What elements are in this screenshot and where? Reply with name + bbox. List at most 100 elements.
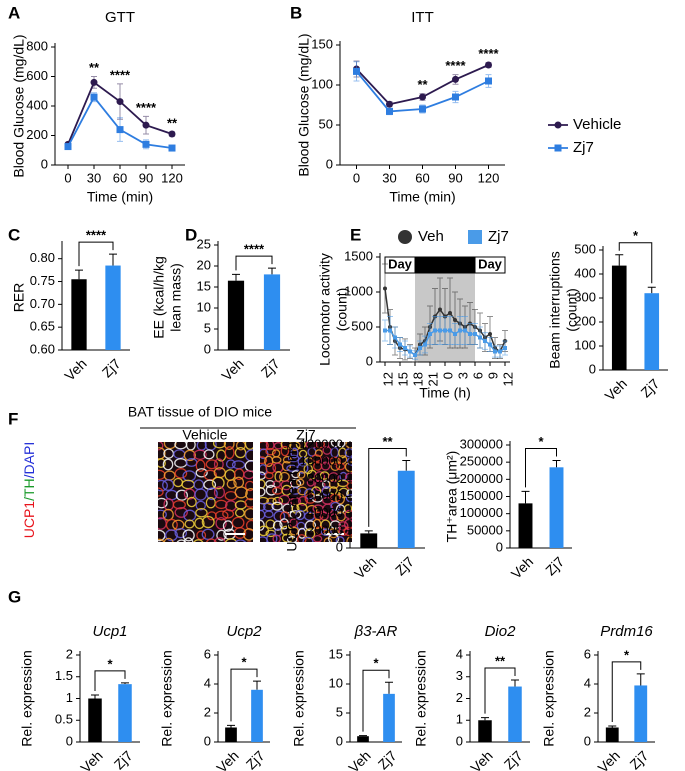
marker	[90, 93, 98, 101]
chart-title: Ucp1	[92, 623, 127, 640]
marker	[483, 339, 487, 343]
panel-letter: B	[290, 3, 302, 22]
y-tick-label: 200000	[460, 471, 503, 486]
cell	[282, 455, 292, 464]
y-tick-label: 100	[574, 337, 596, 352]
cell	[158, 479, 168, 492]
y-axis-label: Rel. expression	[291, 650, 307, 747]
cell	[297, 486, 308, 496]
x-tick-label: 30	[382, 170, 396, 185]
cell	[295, 478, 305, 487]
y-tick-label: 200	[26, 127, 48, 142]
stain-part: UCP1	[21, 501, 37, 539]
y-tick-label: 300000	[460, 436, 503, 451]
significance: ****	[86, 228, 107, 243]
error-bar	[647, 286, 656, 294]
significance: ****	[110, 67, 131, 82]
marker	[438, 328, 442, 333]
y-tick-label: 0	[589, 361, 596, 376]
y-axis-label: (count)	[564, 288, 580, 332]
x-tick-label: 120	[478, 170, 500, 185]
cell	[158, 529, 166, 542]
bar	[518, 503, 533, 548]
significance: *	[633, 228, 639, 243]
y-tick-label: 40000	[307, 505, 343, 520]
y-tick-label: 100000	[300, 454, 343, 469]
y-tick-label: 25	[197, 236, 211, 251]
marker	[142, 121, 150, 129]
bracket	[230, 668, 258, 722]
error-bar	[75, 269, 83, 280]
panel-letter: F	[8, 409, 18, 428]
x-tick-label: 60	[113, 170, 127, 185]
error-bar	[268, 267, 276, 275]
y-tick-label: 80000	[307, 471, 343, 486]
x-tick-label: Veh	[345, 747, 373, 771]
cell	[344, 509, 352, 520]
cell	[183, 449, 196, 462]
cell	[205, 459, 219, 470]
cell	[195, 508, 208, 518]
marker	[383, 286, 387, 291]
x-axis-label: Time (h)	[419, 385, 471, 401]
x-tick-label: Zj7	[626, 747, 651, 771]
cell	[195, 468, 208, 478]
significance: **	[382, 434, 393, 449]
cell	[343, 526, 352, 537]
x-tick-label: Zj7	[258, 355, 283, 380]
x-tick-label: Zj7	[501, 747, 526, 771]
significance: *	[624, 647, 630, 662]
cell	[321, 486, 332, 496]
cell	[312, 535, 323, 542]
cell	[246, 541, 252, 542]
y-tick-label: 500	[351, 318, 373, 333]
x-tick-label: 18	[410, 372, 425, 386]
cell	[266, 533, 278, 542]
marker	[463, 328, 467, 333]
y-tick-label: 0	[204, 341, 211, 356]
x-tick-label: Zj7	[243, 747, 268, 771]
cell	[158, 487, 164, 497]
cell	[264, 510, 274, 519]
cell	[222, 509, 235, 519]
y-tick-label: 5	[336, 704, 343, 719]
y-tick-label: 1	[456, 712, 463, 727]
marker	[478, 335, 482, 340]
cell	[330, 442, 340, 448]
x-tick-label: 12	[380, 372, 395, 386]
chart-title: Prdm16	[600, 623, 653, 640]
cell	[213, 537, 226, 542]
cell	[158, 497, 168, 509]
error-bar	[227, 724, 235, 728]
cell	[163, 537, 174, 542]
cell	[182, 470, 197, 482]
cell	[346, 457, 352, 466]
y-tick-label: 100	[311, 76, 333, 91]
cell	[335, 536, 345, 542]
cell	[176, 539, 187, 542]
legend-label: Zj7	[488, 228, 509, 245]
cell	[281, 533, 294, 542]
cell	[296, 502, 308, 513]
cell	[306, 504, 318, 515]
y-tick-label: 150	[311, 36, 333, 51]
cell	[335, 493, 346, 505]
legend-label: Vehicle	[573, 116, 621, 133]
cell	[175, 489, 189, 501]
marker	[468, 332, 472, 336]
significance: ****	[136, 100, 157, 115]
cell	[344, 472, 352, 482]
marker	[403, 346, 407, 350]
cell	[224, 446, 235, 460]
cell	[337, 442, 346, 448]
y-tick-label: 1.5	[55, 668, 73, 683]
image-label: Zj7	[296, 427, 316, 443]
cell	[273, 442, 283, 450]
cell	[206, 538, 217, 542]
bar	[605, 727, 619, 742]
y-tick-label: 800	[26, 38, 48, 53]
significance: **	[89, 60, 100, 75]
x-tick-label: 30	[87, 170, 101, 185]
y-tick-label: 0	[336, 733, 343, 748]
y-tick-label: 15	[329, 646, 343, 661]
